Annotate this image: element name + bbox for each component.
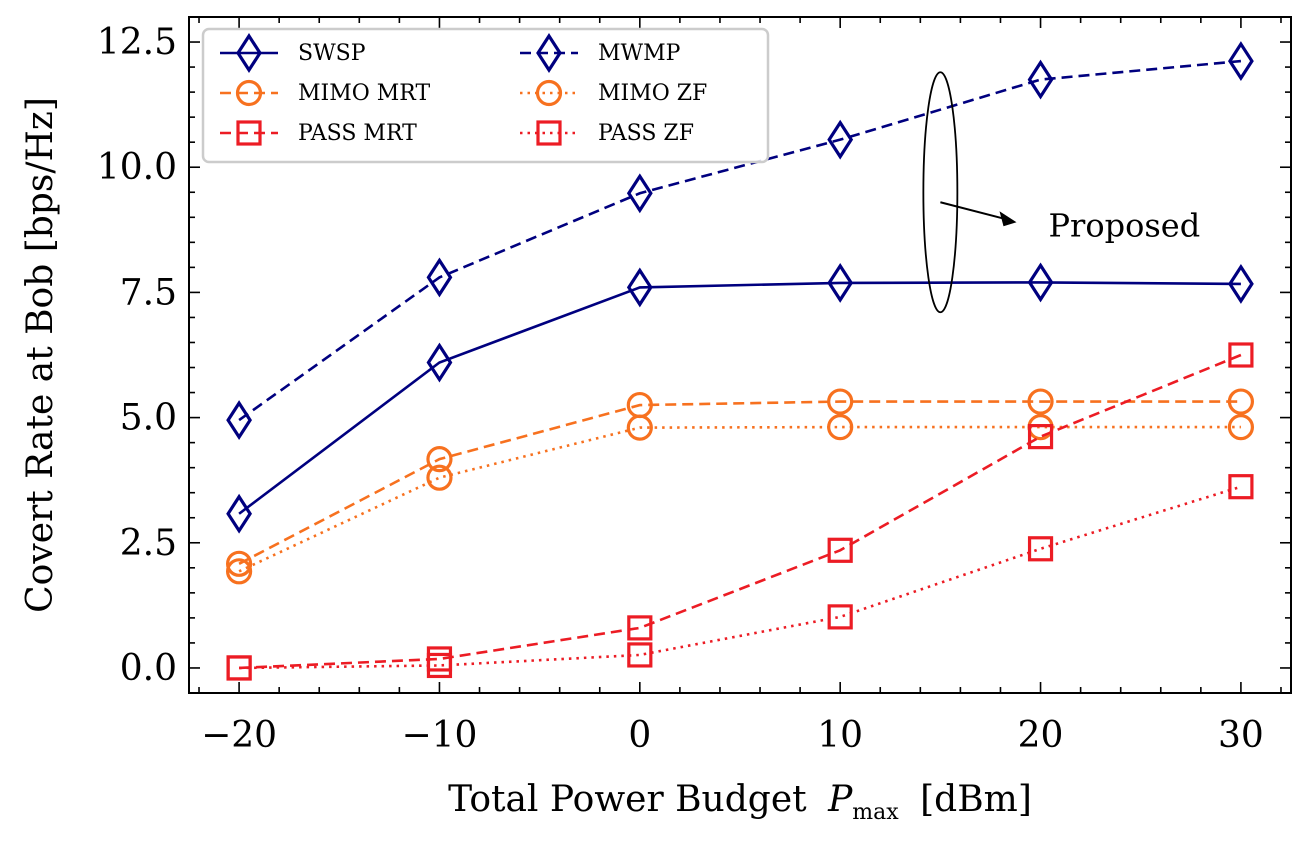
data-point-pass-mrt bbox=[1228, 342, 1254, 368]
x-tick-label: 0 bbox=[628, 715, 651, 756]
legend-box bbox=[201, 27, 770, 164]
legend-label-mimo-mrt: MIMO MRT bbox=[298, 81, 430, 106]
legend-item-pass-mrt: PASS MRT bbox=[220, 120, 417, 146]
data-point-swsp bbox=[226, 493, 252, 534]
data-point-mwmp bbox=[1228, 41, 1254, 82]
x-axis-label-subscript: max bbox=[852, 800, 899, 825]
legend-item-pass-zf: PASS ZF bbox=[520, 120, 694, 146]
legend-marker-pass-mrt bbox=[236, 120, 262, 146]
series-line-mimo-zf bbox=[238, 425, 1241, 573]
data-point-swsp bbox=[827, 262, 854, 303]
legend-item-mwmp: MWMP bbox=[520, 33, 681, 73]
data-point-pass-zf bbox=[627, 642, 653, 668]
series-swsp bbox=[226, 262, 1254, 534]
data-point-pass-zf bbox=[1027, 536, 1054, 562]
legend-marker-mimo-mrt bbox=[235, 79, 263, 107]
x-tick-label: 20 bbox=[1018, 715, 1064, 756]
legend-item-mimo-mrt: MIMO MRT bbox=[220, 79, 430, 107]
legend-marker-pass-zf bbox=[536, 120, 562, 146]
series-line-pass-mrt bbox=[239, 353, 1242, 670]
y-axis-label: Covert Rate at Bob [bps/Hz] bbox=[20, 97, 61, 613]
x-tick-label: −10 bbox=[401, 715, 477, 756]
series-line-mimo-mrt bbox=[238, 400, 1241, 565]
x-axis-label: Total Power Budget Pmax [dBm] bbox=[448, 779, 1032, 828]
data-point-mimo-mrt bbox=[1227, 388, 1255, 415]
proposed-arrow-line bbox=[940, 201, 1007, 221]
data-point-pass-zf bbox=[226, 655, 252, 681]
data-point-mimo-zf bbox=[225, 558, 253, 585]
y-tick-label: 2.5 bbox=[120, 523, 177, 564]
legend-marker-swsp bbox=[236, 33, 262, 73]
data-point-swsp bbox=[1027, 262, 1054, 303]
x-tick-label: −20 bbox=[201, 715, 277, 756]
legend-label-swsp: SWSP bbox=[298, 41, 366, 66]
data-point-mimo-mrt bbox=[1027, 388, 1054, 415]
data-point-mimo-zf bbox=[626, 414, 653, 441]
y-tick-label: 7.5 bbox=[120, 272, 177, 313]
series-mimo-mrt bbox=[225, 388, 1255, 577]
x-axis-label-symbol: P bbox=[827, 779, 853, 820]
proposed-ellipse bbox=[922, 71, 959, 314]
legend-marker-mimo-zf bbox=[535, 79, 563, 107]
data-point-mwmp bbox=[626, 173, 653, 214]
y-tick-label: 5.0 bbox=[120, 398, 177, 439]
x-axis-label-text: Total Power Budget bbox=[448, 779, 807, 820]
data-point-pass-zf bbox=[827, 604, 853, 630]
x-tick-label: 10 bbox=[817, 715, 863, 756]
series-pass-zf bbox=[226, 474, 1254, 681]
legend-label-pass-zf: PASS ZF bbox=[598, 121, 694, 146]
data-point-mimo-zf bbox=[426, 464, 453, 491]
legend-item-mimo-zf: MIMO ZF bbox=[520, 79, 707, 107]
data-point-mimo-mrt bbox=[225, 550, 253, 577]
y-tick-label: 12.5 bbox=[97, 22, 177, 63]
legend-marker-mwmp bbox=[536, 33, 562, 73]
series-line-swsp bbox=[238, 281, 1241, 515]
y-tick-label: 0.0 bbox=[120, 648, 177, 689]
series-mimo-zf bbox=[225, 414, 1255, 585]
data-point-pass-zf bbox=[1228, 474, 1254, 500]
x-tick-label: 30 bbox=[1218, 715, 1264, 756]
series-pass-mrt bbox=[226, 342, 1254, 681]
data-point-swsp bbox=[626, 267, 653, 308]
data-point-mimo-zf bbox=[827, 414, 854, 441]
data-point-mimo-mrt bbox=[426, 446, 453, 473]
series-mwmp bbox=[226, 41, 1254, 441]
data-point-swsp bbox=[426, 342, 453, 383]
data-point-mwmp bbox=[827, 119, 854, 160]
data-point-mwmp bbox=[226, 400, 252, 441]
proposed-annotation-label: Proposed bbox=[1049, 206, 1201, 244]
data-point-mimo-zf bbox=[1227, 414, 1255, 441]
proposed-arrow-head bbox=[999, 211, 1017, 227]
y-tick-label: 10.0 bbox=[97, 147, 177, 188]
data-point-pass-mrt bbox=[1027, 424, 1054, 450]
data-point-mwmp bbox=[426, 257, 453, 298]
data-point-pass-zf bbox=[426, 652, 453, 679]
data-point-mwmp bbox=[1027, 59, 1054, 100]
data-point-swsp bbox=[1228, 263, 1254, 304]
plot-frame bbox=[188, 16, 1292, 694]
series-line-mwmp bbox=[238, 59, 1242, 422]
legend-item-swsp: SWSP bbox=[220, 33, 366, 73]
series-line-pass-zf bbox=[239, 485, 1242, 670]
data-point-pass-mrt bbox=[627, 615, 653, 641]
x-axis-label-unit: [dBm] bbox=[920, 779, 1032, 820]
legend-label-mimo-zf: MIMO ZF bbox=[598, 81, 707, 106]
legend-label-mwmp: MWMP bbox=[598, 41, 681, 66]
data-point-pass-mrt bbox=[827, 537, 853, 563]
legend-label-pass-mrt: PASS MRT bbox=[298, 121, 417, 146]
data-point-mimo-mrt bbox=[827, 388, 854, 415]
